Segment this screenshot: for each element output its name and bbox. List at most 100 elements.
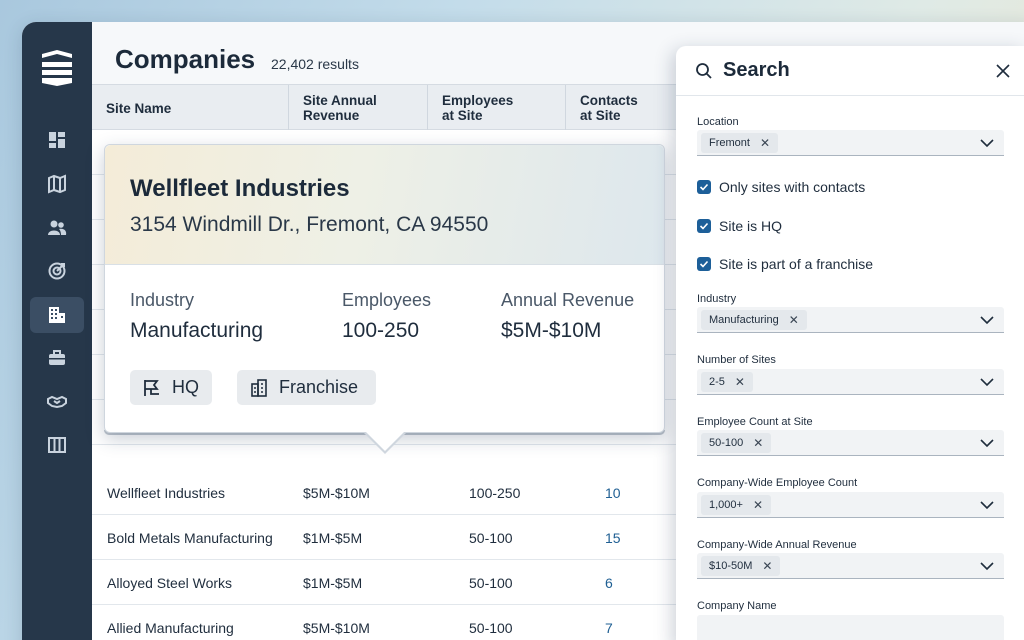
buildings-icon [251,378,267,397]
industry-filter-label: Industry [697,293,737,305]
only-sites-with-contacts-checkbox[interactable]: Only sites with contacts [697,178,865,196]
nav-map[interactable] [30,166,84,202]
hq-tag-label: HQ [172,377,199,397]
column-header-site-name[interactable]: Site Name [106,100,172,116]
remove-chip-icon[interactable]: ✕ [752,498,764,512]
site-name-cell: Bold Metals Manufacturing [107,529,273,546]
logo[interactable] [39,49,75,87]
company-employee-count-chip-label: 1,000+ [709,499,743,511]
table-row[interactable]: Allied Manufacturing $5M-$10M 50-100 7 [92,605,1024,640]
num-sites-select[interactable]: 2-5 ✕ [697,369,1004,395]
remove-chip-icon[interactable]: ✕ [788,313,799,327]
popover-pointer-fill [365,431,405,451]
nav-people[interactable] [30,210,84,246]
location-label: Location [697,116,739,128]
handshake-icon [47,395,67,409]
site-franchise-checkbox[interactable]: Site is part of a franchise [697,255,873,273]
sidebar [22,22,92,640]
franchise-tag: Franchise [237,370,376,405]
revenue-cell: $5M-$10M [303,484,370,501]
num-sites-chip: 2-5 ✕ [701,372,753,392]
franchise-tag-label: Franchise [279,377,359,397]
industry-select[interactable]: Manufacturing ✕ [697,307,1004,333]
site-name-cell: Wellfleet Industries [107,484,226,501]
column-header-employees[interactable]: Employees at Site [427,85,565,131]
search-icon [696,63,712,79]
remove-chip-icon[interactable]: ✕ [759,136,771,150]
table-row[interactable] [92,400,1024,445]
results-count: 22,402 results [271,56,359,72]
flag-icon [144,379,159,396]
company-revenue-chip: $10-50M ✕ [701,556,781,576]
popover-company-name: Wellfleet Industries [130,175,350,202]
company-name-label: Company Name [697,600,777,612]
building-icon [49,307,65,323]
company-employee-count-label: Company-Wide Employee Count [697,477,858,489]
table-row[interactable]: Wellfleet Industries $5M-$10M 100-250 10 [92,470,1024,515]
remove-chip-icon[interactable]: ✕ [734,375,745,389]
chevron-down-icon[interactable] [980,315,994,325]
search-panel-title: Search [723,59,790,81]
location-chip-label: Fremont [709,137,750,149]
revenue-cell: $1M-$5M [303,529,363,546]
nav-columns[interactable] [30,427,84,463]
chevron-down-icon[interactable] [980,138,994,148]
search-panel: Search Location Fremont ✕ Only sites wit… [676,46,1024,640]
checkbox-checked[interactable] [697,257,711,271]
remove-chip-icon[interactable]: ✕ [762,559,773,573]
company-name-input[interactable] [697,615,1004,640]
chevron-down-icon[interactable] [980,438,994,448]
employees-cell: 50-100 [469,574,513,591]
chevron-down-icon[interactable] [980,561,994,571]
company-revenue-chip-label: $10-50M [709,560,753,572]
dashboard-icon [49,132,65,148]
site-is-hq-checkbox[interactable]: Site is HQ [697,217,782,235]
checkbox-label: Only sites with contacts [719,179,866,195]
company-revenue-label: Company-Wide Annual Revenue [697,539,857,551]
briefcase-icon [49,350,65,365]
popover-header: Wellfleet Industries 3154 Windmill Dr., … [105,145,664,265]
industry-label: Industry [130,290,195,310]
employee-count-select[interactable]: 50-100 ✕ [697,430,1004,456]
company-employee-count-chip: 1,000+ ✕ [701,495,772,515]
checkbox-checked[interactable] [697,219,711,233]
table-row[interactable]: Alloyed Steel Works $1M-$5M 50-100 6 [92,560,1024,605]
checkbox-checked[interactable] [697,180,711,194]
column-header-contacts[interactable]: Contacts at Site [565,85,685,131]
nav-target[interactable] [30,253,84,289]
remove-chip-icon[interactable]: ✕ [753,436,764,450]
company-employee-count-select[interactable]: 1,000+ ✕ [697,492,1004,518]
revenue-cell: $5M-$10M [303,619,370,636]
revenue-value: $5M-$10M [501,319,602,342]
nav-briefcase[interactable] [30,340,84,376]
hq-tag: HQ [130,370,212,405]
contacts-link[interactable]: 6 [605,574,613,591]
nav-handshake[interactable] [30,384,84,420]
nav-dashboard[interactable] [30,122,84,158]
close-icon[interactable] [994,62,1012,80]
popover-address: 3154 Windmill Dr., Fremont, CA 94550 [130,213,489,236]
industry-chip-label: Manufacturing [709,314,779,326]
company-revenue-select[interactable]: $10-50M ✕ [697,553,1004,579]
site-name-cell: Alloyed Steel Works [107,574,233,591]
revenue-cell: $1M-$5M [303,574,363,591]
num-sites-label: Number of Sites [697,354,776,366]
chevron-down-icon[interactable] [980,377,994,387]
employees-cell: 50-100 [469,529,513,546]
contacts-link[interactable]: 15 [605,529,621,546]
checkmark-icon [699,183,709,191]
checkbox-label: Site is part of a franchise [719,256,874,272]
chevron-down-icon[interactable] [980,500,994,510]
contacts-link[interactable]: 10 [605,484,621,501]
search-panel-header: Search [676,46,1024,96]
location-select[interactable]: Fremont ✕ [697,130,1004,156]
table-row[interactable]: Bold Metals Manufacturing $1M-$5M 50-100… [92,515,1024,560]
map-icon [48,174,66,194]
revenue-label: Annual Revenue [501,290,635,310]
location-chip: Fremont ✕ [701,133,779,153]
contacts-link[interactable]: 7 [605,619,613,636]
column-header-site-revenue[interactable]: Site Annual Revenue [288,85,427,131]
employees-value: 100-250 [342,319,420,342]
site-name-cell: Allied Manufacturing [107,619,234,636]
nav-companies[interactable] [30,297,84,333]
